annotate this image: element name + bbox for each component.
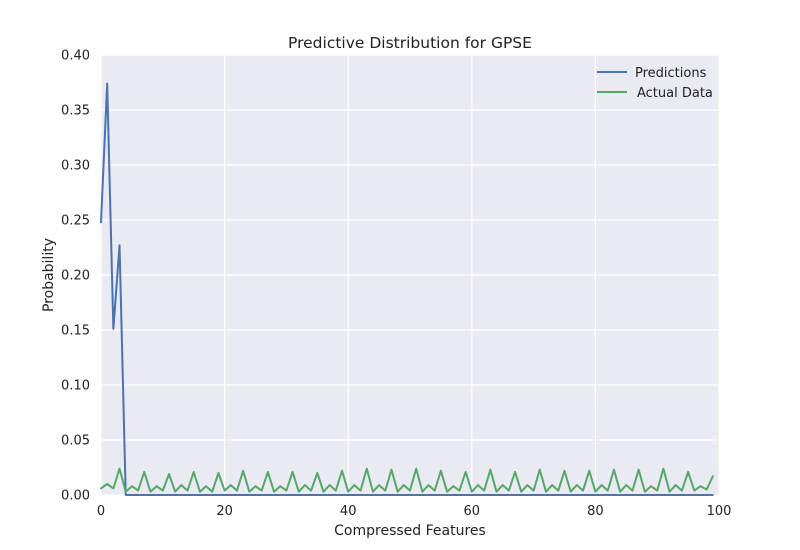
y-tick-label: 0.15 (61, 324, 90, 339)
x-tick-label: 20 (216, 504, 233, 519)
x-tick-label: 60 (464, 504, 481, 519)
chart-title: Predictive Distribution for GPSE (288, 34, 532, 52)
legend: Predictions Actual Data (597, 66, 713, 101)
y-tick-labels: 0.00 0.05 0.10 0.15 0.20 0.25 0.30 0.35 0.40 (61, 49, 90, 504)
y-tick-label: 0.00 (61, 489, 90, 504)
actual-data-line (100, 467, 714, 493)
x-tick-label: 80 (587, 504, 604, 519)
x-tick-label: 0 (97, 504, 105, 519)
legend-label-actual-data: Actual Data (637, 86, 713, 101)
y-tick-label: 0.25 (61, 214, 90, 229)
y-tick-label: 0.35 (61, 104, 90, 119)
x-axis-label: Compressed Features (334, 523, 486, 539)
grid-lines (100, 54, 720, 496)
y-tick-label: 0.20 (61, 269, 90, 284)
y-tick-label: 0.30 (61, 159, 90, 174)
legend-label-predictions: Predictions (635, 66, 707, 81)
y-tick-label: 0.40 (61, 49, 90, 64)
x-tick-label: 40 (340, 504, 357, 519)
y-tick-label: 0.10 (61, 379, 90, 394)
x-tick-label: 100 (707, 504, 732, 519)
series-lines (100, 82, 714, 496)
predictions-line (100, 82, 714, 496)
y-axis-label: Probability (41, 238, 57, 312)
x-tick-labels: 0 20 40 60 80 100 (97, 504, 732, 519)
y-tick-label: 0.05 (61, 434, 90, 449)
